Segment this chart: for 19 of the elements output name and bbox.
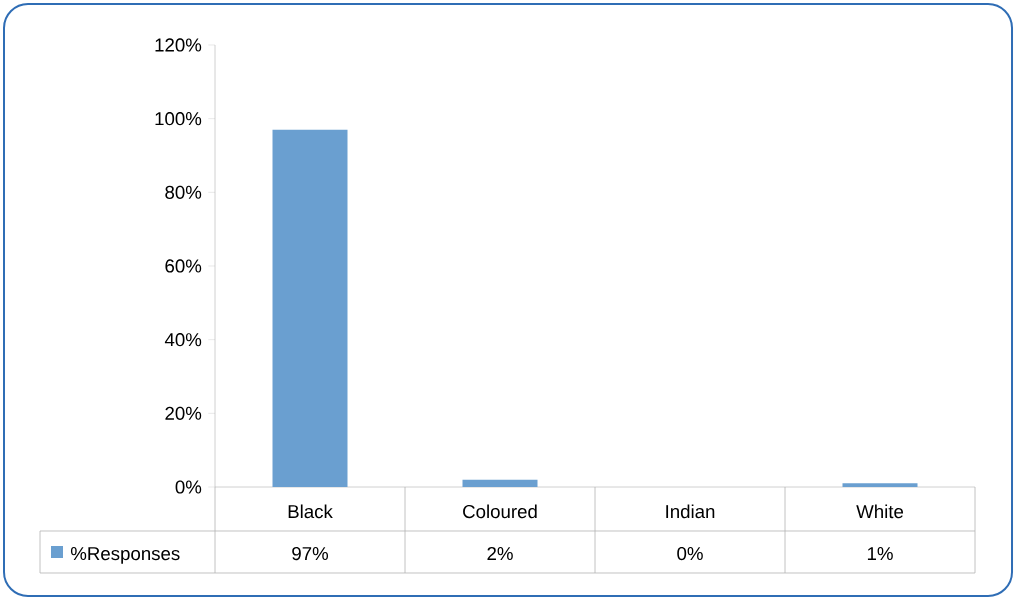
data-label: 2% xyxy=(487,546,513,561)
bar xyxy=(462,479,538,487)
data-label: 97% xyxy=(292,546,329,561)
y-tick-label: 20% xyxy=(165,406,202,420)
x-tick-label: Coloured xyxy=(463,504,537,519)
y-tick-label: 120% xyxy=(155,38,202,52)
x-tick-label: White xyxy=(856,504,904,519)
y-tick-label: 40% xyxy=(164,333,202,347)
legend-label: %Responses xyxy=(70,547,180,564)
bar xyxy=(272,129,348,487)
data-label: 0% xyxy=(677,546,703,561)
y-tick-label: 100% xyxy=(155,112,202,126)
data-label: 1% xyxy=(867,547,893,561)
y-tick-label: 80% xyxy=(165,185,202,199)
bar xyxy=(842,483,918,487)
y-tick-label: 60% xyxy=(165,259,202,273)
x-tick-label: Indian xyxy=(666,504,715,519)
x-tick-label: Black xyxy=(288,504,333,519)
y-tick-label: 0% xyxy=(175,480,202,494)
